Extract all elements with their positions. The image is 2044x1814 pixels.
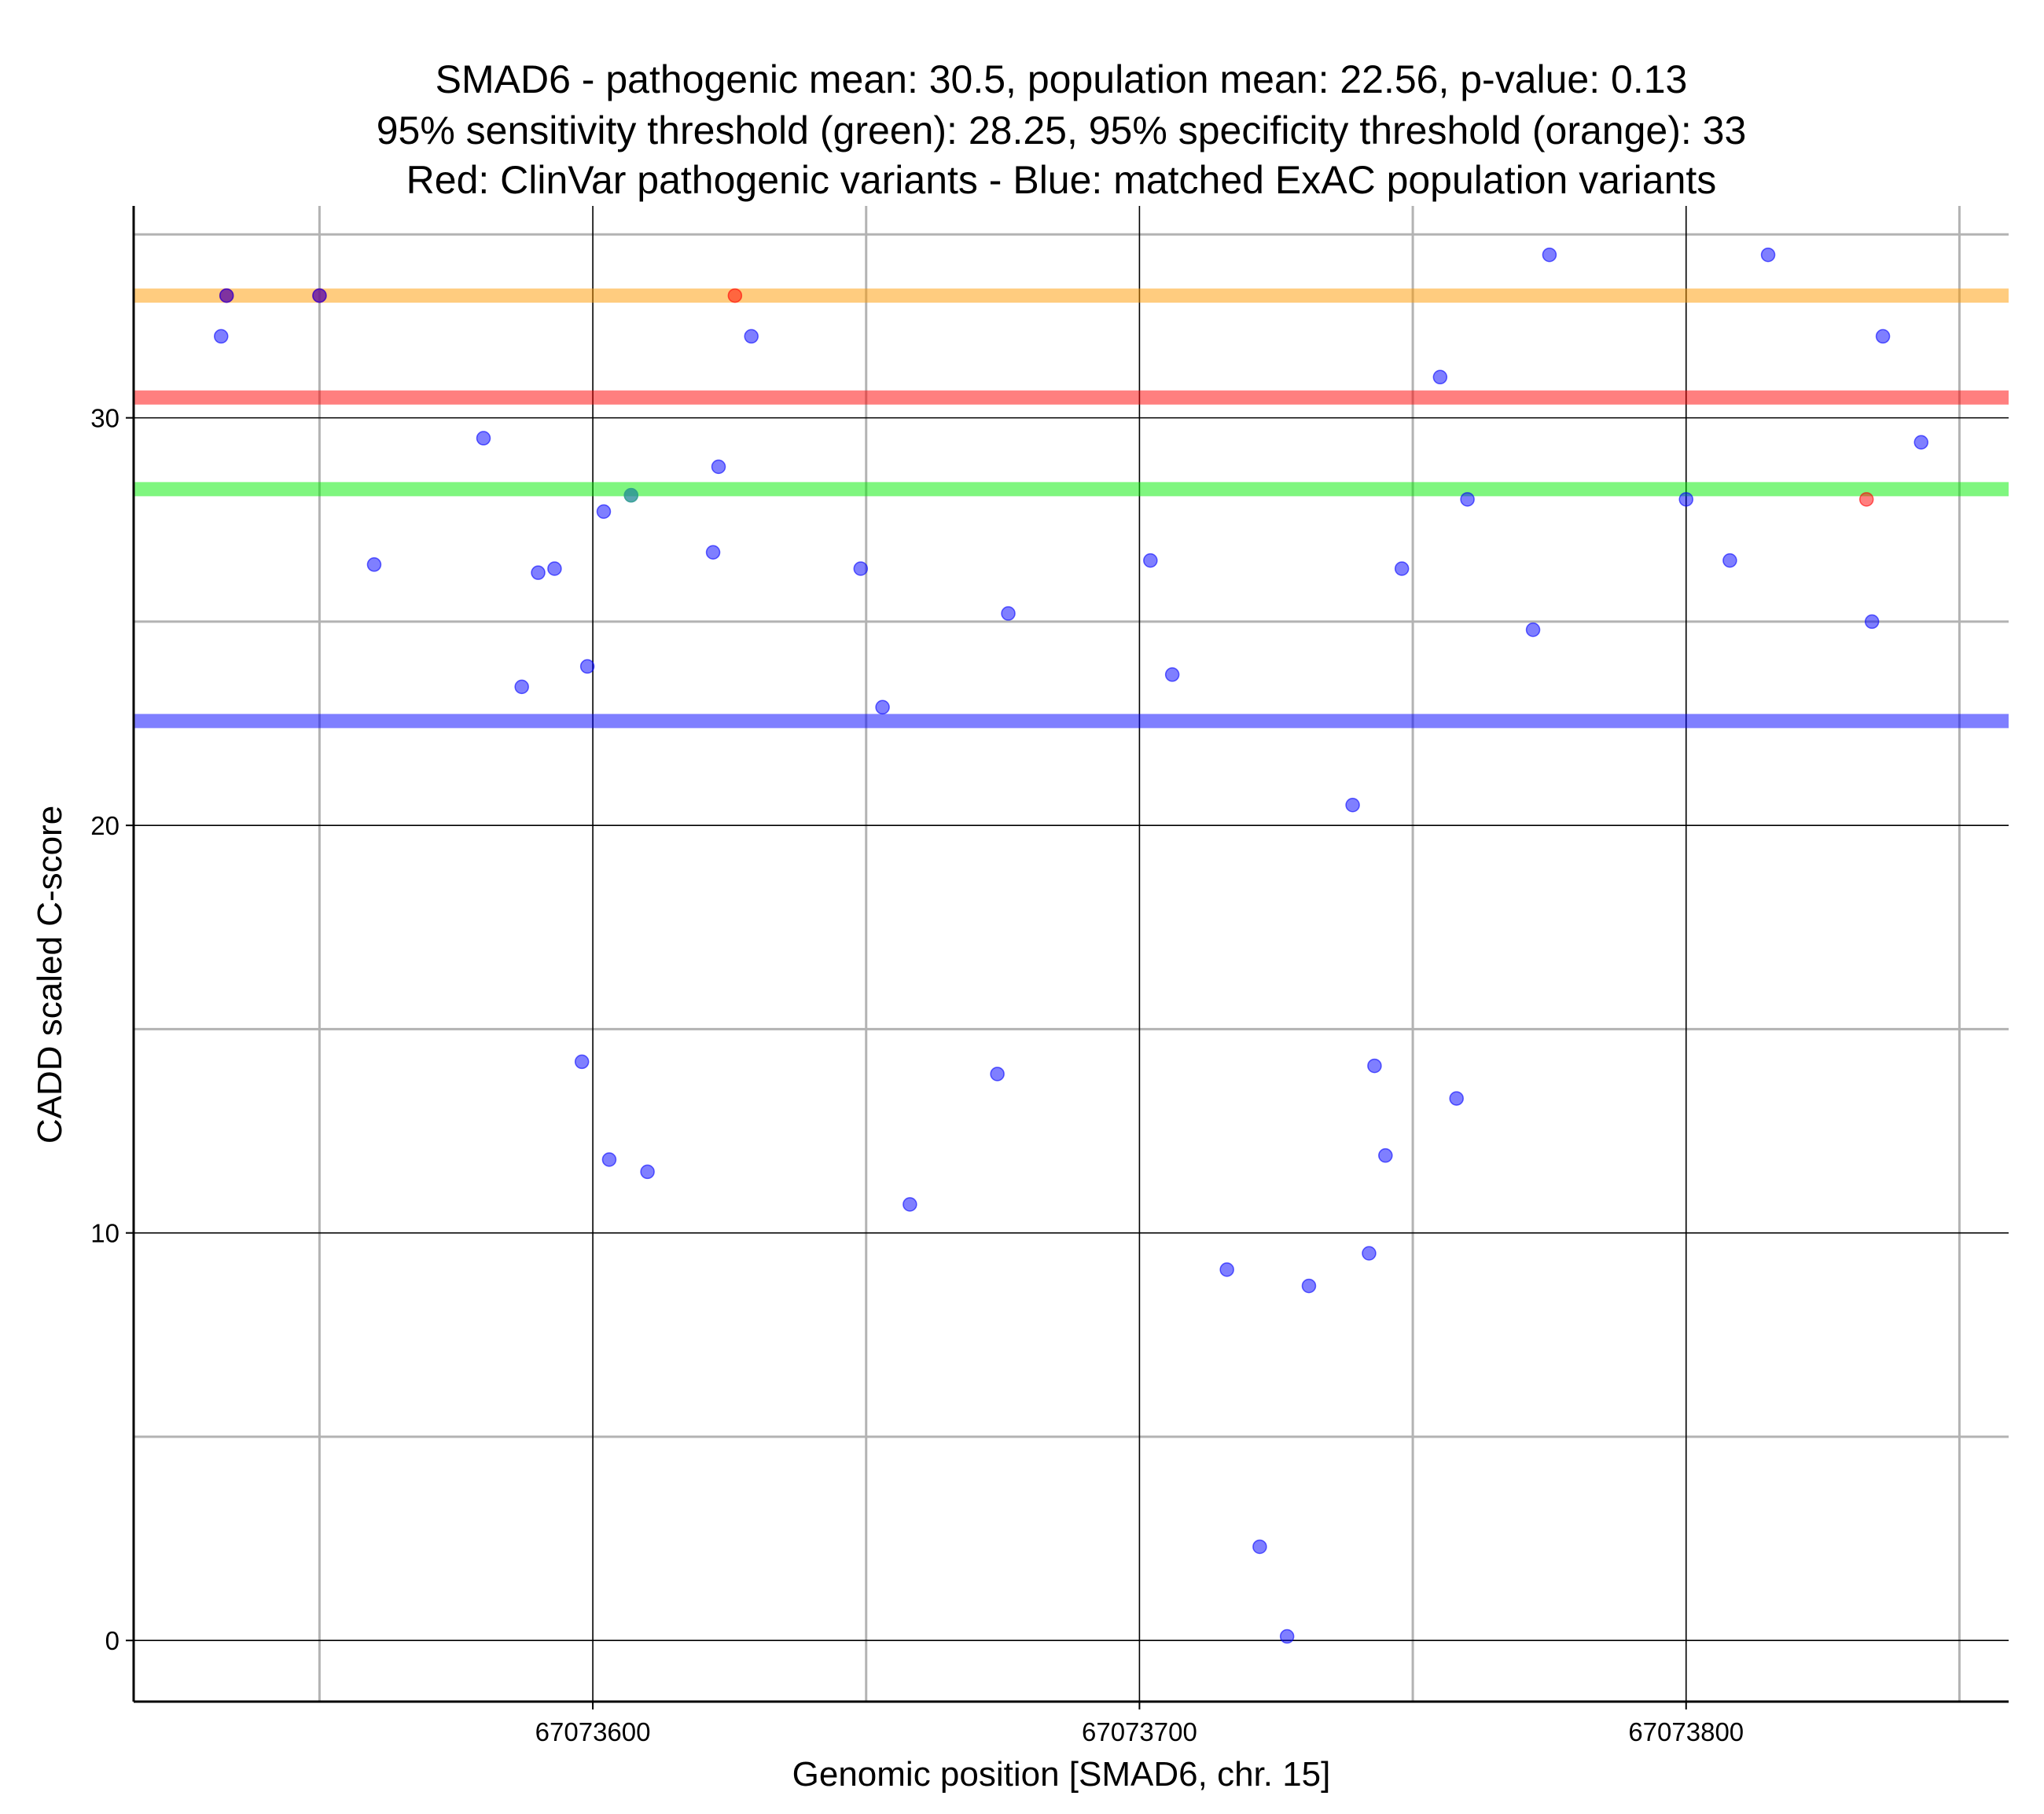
data-point [1525,622,1541,637]
y-tick-label: 0 [105,1626,119,1655]
data-point [727,288,743,303]
data-point [312,288,327,303]
y-axis-title: CADD scaled C-score [31,806,69,1144]
data-point [1394,561,1410,576]
data-point [1913,435,1928,450]
data-point [574,1054,590,1070]
data-point [1858,492,1874,507]
data-point [1760,247,1776,263]
data-point [531,565,546,580]
x-tick-label: 67073700 [1082,1717,1197,1746]
data-point [1449,1091,1464,1106]
data-point [623,487,639,503]
data-point [1279,1629,1295,1644]
chart-title: SMAD6 - pathogenic mean: 30.5, populatio… [377,57,1747,202]
data-point [1252,1539,1267,1555]
minor-gridlines [134,206,2009,1702]
axes [126,206,2009,1709]
data-point [903,1197,917,1212]
chart-title-line-2: 95% sensitivity threshold (green): 28.25… [377,108,1747,152]
x-tick-label: 67073600 [535,1717,651,1746]
data-point [1722,553,1737,568]
data-point [1345,797,1360,813]
tick-labels: 67073600 67073700 67073800 0 10 20 30 [90,404,1744,1746]
data-points [214,247,1928,1644]
data-point [219,288,234,303]
data-point [579,659,595,674]
data-point [1460,492,1475,507]
data-point [1219,1262,1234,1277]
data-point [875,700,890,715]
data-point [1678,492,1694,507]
chart-title-line-3: Red: ClinVar pathogenic variants - Blue:… [406,158,1717,202]
data-point [514,679,529,695]
data-point [214,329,229,344]
reference-lines [134,288,2009,729]
data-point [1362,1246,1377,1261]
data-point [547,561,562,576]
x-tick-label: 67073800 [1628,1717,1744,1746]
x-axis-title: Genomic position [SMAD6, chr. 15] [792,1755,1331,1794]
data-point [853,561,869,576]
data-point [601,1152,617,1167]
data-point [596,504,612,520]
data-point [711,459,726,475]
data-point [1864,614,1880,630]
major-gridlines [134,206,2009,1702]
data-point [1164,667,1180,682]
chart-title-line-1: SMAD6 - pathogenic mean: 30.5, populatio… [436,57,1688,101]
data-point [1542,247,1557,263]
data-point [476,431,491,446]
y-tick-label: 20 [90,811,119,840]
data-point [1367,1058,1382,1074]
data-point [1875,329,1891,344]
y-tick-label: 30 [90,404,119,433]
data-point [1378,1148,1393,1163]
data-point [744,329,759,344]
data-point [1432,369,1448,385]
data-point [990,1067,1005,1081]
data-point [1301,1278,1317,1294]
data-point [1143,553,1158,568]
data-point [1001,606,1016,621]
data-point [640,1164,655,1180]
y-tick-label: 10 [90,1219,119,1248]
data-point [366,557,382,572]
data-point [705,545,721,560]
